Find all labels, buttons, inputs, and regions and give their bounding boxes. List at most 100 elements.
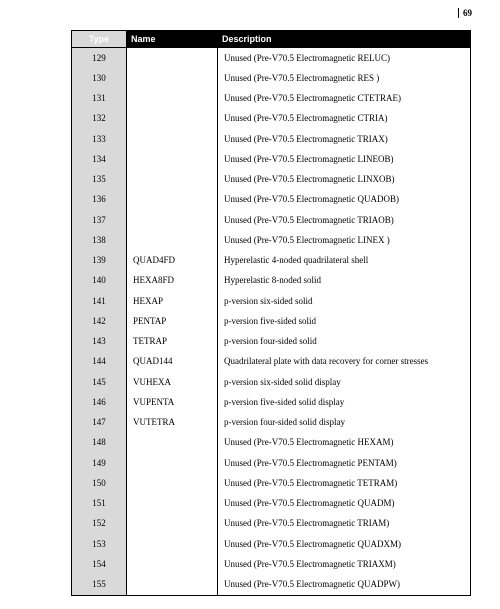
cell-description: Unused (Pre-V70.5 Electromagnetic LINEOB… [218, 149, 471, 169]
cell-type: 131 [72, 89, 127, 109]
cell-type: 132 [72, 109, 127, 129]
cell-description: p-version five-sided solid [218, 311, 471, 331]
cell-type: 140 [72, 271, 127, 291]
table-row: 136Unused (Pre-V70.5 Electromagnetic QUA… [72, 190, 471, 210]
cell-name: HEXA8FD [127, 271, 218, 291]
cell-description: Unused (Pre-V70.5 Electromagnetic QUADXM… [218, 534, 471, 554]
cell-description: p-version six-sided solid [218, 291, 471, 311]
cell-type: 142 [72, 311, 127, 331]
table-row: 153 Unused (Pre-V70.5 Electromagnetic QUA… [72, 534, 471, 554]
cell-type: 135 [72, 170, 127, 190]
cell-type: 146 [72, 392, 127, 412]
cell-name [127, 453, 218, 473]
cell-name: TETRAP [127, 332, 218, 352]
table-header-row: Type Name Description [72, 31, 471, 48]
cell-description: Unused (Pre-V70.5 Electromagnetic TRIAXM… [218, 554, 471, 574]
table-row: 133 Unused (Pre-V70.5 Electromagnetic TRI… [72, 129, 471, 149]
cell-type: 134 [72, 149, 127, 169]
cell-name [127, 494, 218, 514]
cell-description: p-version five-sided solid display [218, 392, 471, 412]
cell-name: PENTAP [127, 311, 218, 331]
cell-description: Unused (Pre-V70.5 Electromagnetic TRIAM) [218, 514, 471, 534]
cell-name [127, 190, 218, 210]
cell-name [127, 170, 218, 190]
table-row: 143TETRAPp-version four-sided solid [72, 332, 471, 352]
table-row: 140HEXA8FDHyperelastic 8-noded solid [72, 271, 471, 291]
cell-name: VUHEXA [127, 372, 218, 392]
header-name: Name [127, 31, 218, 48]
table-row: 151 Unused (Pre-V70.5 Electromagnetic QUA… [72, 494, 471, 514]
cell-name [127, 210, 218, 230]
cell-type: 130 [72, 68, 127, 88]
cell-name: VUPENTA [127, 392, 218, 412]
cell-name: QUAD4FD [127, 251, 218, 271]
table-row: 146VUPENTAp-version five-sided solid dis… [72, 392, 471, 412]
cell-type: 133 [72, 129, 127, 149]
cell-name [127, 473, 218, 493]
cell-description: Unused (Pre-V70.5 Electromagnetic QUADPW… [218, 575, 471, 596]
cell-name [127, 230, 218, 250]
cell-type: 153 [72, 534, 127, 554]
table-row: 137 Unused (Pre-V70.5 Electromagnetic TRI… [72, 210, 471, 230]
cell-type: 148 [72, 433, 127, 453]
cell-description: Unused (Pre-V70.5 Electromagnetic LINEX … [218, 230, 471, 250]
table-row: 154 Unused (Pre-V70.5 Electromagnetic TRI… [72, 554, 471, 574]
table-row: 149 Unused (Pre-V70.5 Electromagnetic PEN… [72, 453, 471, 473]
cell-type: 154 [72, 554, 127, 574]
table-row: 134 Unused (Pre-V70.5 Electromagnetic LIN… [72, 149, 471, 169]
cell-description: Unused (Pre-V70.5 Electromagnetic PENTAM… [218, 453, 471, 473]
cell-name [127, 149, 218, 169]
table-body: 129Unused (Pre-V70.5 Electromagnetic REL… [72, 48, 471, 596]
cell-type: 151 [72, 494, 127, 514]
table-row: 150 Unused (Pre-V70.5 Electromagnetic TET… [72, 473, 471, 493]
table-row: 138 Unused (Pre-V70.5 Electromagnetic LIN… [72, 230, 471, 250]
header-type: Type [72, 31, 127, 48]
cell-description: Quadrilateral plate with data recovery f… [218, 352, 471, 372]
cell-type: 152 [72, 514, 127, 534]
cell-name [127, 129, 218, 149]
cell-type: 145 [72, 372, 127, 392]
table-row: 129Unused (Pre-V70.5 Electromagnetic REL… [72, 48, 471, 69]
cell-description: Unused (Pre-V70.5 Electromagnetic CTETRA… [218, 89, 471, 109]
cell-type: 147 [72, 413, 127, 433]
table-row: 132 Unused (Pre-V70.5 Electromagnetic CTR… [72, 109, 471, 129]
cell-description: p-version four-sided solid [218, 332, 471, 352]
cell-name [127, 89, 218, 109]
cell-type: 129 [72, 48, 127, 69]
cell-type: 138 [72, 230, 127, 250]
table-container: Type Name Description 129Unused (Pre-V70… [71, 30, 471, 596]
cell-name [127, 68, 218, 88]
cell-name [127, 109, 218, 129]
cell-type: 139 [72, 251, 127, 271]
cell-name [127, 575, 218, 596]
table-row: 142PENTAPp-version five-sided solid [72, 311, 471, 331]
cell-description: p-version four-sided solid display [218, 413, 471, 433]
cell-description: Unused (Pre-V70.5 Electromagnetic QUADM) [218, 494, 471, 514]
cell-description: Hyperelastic 8-noded solid [218, 271, 471, 291]
element-type-table: Type Name Description 129Unused (Pre-V70… [71, 30, 471, 596]
cell-description: p-version six-sided solid display [218, 372, 471, 392]
table-row: 152 Unused (Pre-V70.5 Electromagnetic TRI… [72, 514, 471, 534]
cell-description: Unused (Pre-V70.5 Electromagnetic HEXAM) [218, 433, 471, 453]
cell-type: 150 [72, 473, 127, 493]
cell-description: Unused (Pre-V70.5 Electromagnetic LINXOB… [218, 170, 471, 190]
cell-description: Unused (Pre-V70.5 Electromagnetic TRIAOB… [218, 210, 471, 230]
table-row: 148 Unused (Pre-V70.5 Electromagnetic HEX… [72, 433, 471, 453]
cell-description: Unused (Pre-V70.5 Electromagnetic TETRAM… [218, 473, 471, 493]
table-row: 141HEXAPp-version six-sided solid [72, 291, 471, 311]
cell-type: 144 [72, 352, 127, 372]
page: 69 Type Name Description 129Unused (Pre-… [0, 0, 500, 609]
cell-type: 149 [72, 453, 127, 473]
cell-name [127, 534, 218, 554]
table-row: 155Unused (Pre-V70.5 Electromagnetic QUA… [72, 575, 471, 596]
cell-type: 137 [72, 210, 127, 230]
table-row: 131 Unused (Pre-V70.5 Electromagnetic CTE… [72, 89, 471, 109]
cell-description: Unused (Pre-V70.5 Electromagnetic CTRIA) [218, 109, 471, 129]
cell-name: HEXAP [127, 291, 218, 311]
cell-type: 143 [72, 332, 127, 352]
table-row: 144QUAD144Quadrilateral plate with data … [72, 352, 471, 372]
cell-description: Unused (Pre-V70.5 Electromagnetic TRIAX) [218, 129, 471, 149]
header-description: Description [218, 31, 471, 48]
cell-name [127, 433, 218, 453]
table-row: 130Unused (Pre-V70.5 Electromagnetic RES… [72, 68, 471, 88]
